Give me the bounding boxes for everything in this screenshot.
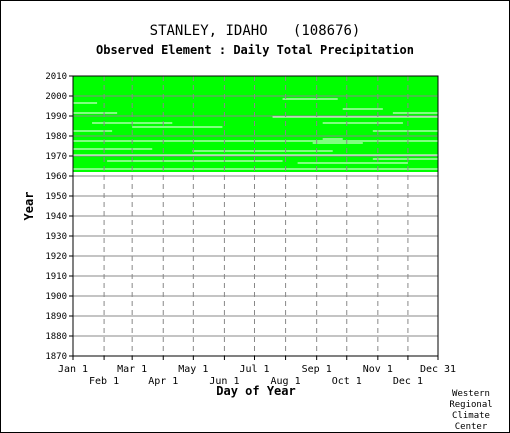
y-tick-label: 1970 [45,152,67,162]
missing-data-gap [372,130,438,132]
missing-data-gap [107,160,283,162]
x-tick-label: Dec 1 [393,376,423,387]
y-tick-label: 1980 [45,132,67,142]
missing-data-gap [312,142,363,144]
missing-data-gap [73,130,113,132]
missing-data-gap [73,112,118,114]
y-tick-label: 2010 [45,72,67,82]
missing-data-gap [272,116,438,118]
missing-data-gap [132,126,223,128]
missing-data-gap [322,138,343,140]
credit-line: Western [452,389,490,399]
y-tick-label: 1880 [45,332,67,342]
missing-data-gap [392,112,438,114]
x-tick-label: Jun 1 [209,376,239,387]
y-tick-label: 1990 [45,112,67,122]
x-axis-title: Day of Year [216,384,295,398]
y-tick-label: 1920 [45,252,67,262]
x-tick-label: Aug 1 [271,376,301,387]
missing-data-gap [192,150,333,152]
x-tick-label: Oct 1 [332,376,362,387]
y-tick-label: 1930 [45,232,67,242]
x-tick-label: Dec 31 [420,364,456,375]
y-tick-label: 1910 [45,272,67,282]
missing-data-gap [372,158,438,160]
x-tick-label: May 1 [178,364,208,375]
missing-data-gap [73,140,438,142]
x-tick-label: Nov 1 [363,364,393,375]
x-tick-label: Jul 1 [239,364,269,375]
x-tick-label: Jan 1 [58,364,88,375]
x-tick-label: Feb 1 [89,376,119,387]
credit-line: Regional [449,400,493,410]
data-coverage-band [73,76,438,172]
chart-title: STANLEY, IDAHO (108676) [149,23,361,39]
y-tick-label: 1890 [45,312,67,322]
credit-line: Center [454,422,488,432]
credit-line: Climate [452,411,490,421]
x-tick-label: Mar 1 [117,364,147,375]
y-tick-label: 1940 [45,212,67,222]
y-tick-label: 2000 [45,92,67,102]
missing-data-gap [73,102,98,104]
wrcc-credit: Western Regional Climate Center [441,389,501,433]
y-tick-label: 1950 [45,192,67,202]
missing-data-gap [73,154,438,156]
plot-border [72,75,439,357]
missing-data-gap [297,162,408,164]
y-tick-label: 1960 [45,172,67,182]
missing-data-gap [342,108,383,110]
missing-data-gap [322,122,403,124]
x-tick-label: Sep 1 [302,364,332,375]
missing-data-gap [73,168,438,170]
x-tick-label: Apr 1 [148,376,178,387]
y-tick-label: 1870 [45,352,67,362]
missing-data-gap [282,98,338,100]
y-tick-label: 1900 [45,292,67,302]
y-axis-title: Year [22,192,36,221]
chart-subtitle: Observed Element : Daily Total Precipita… [96,43,414,57]
missing-data-gap [73,148,153,150]
